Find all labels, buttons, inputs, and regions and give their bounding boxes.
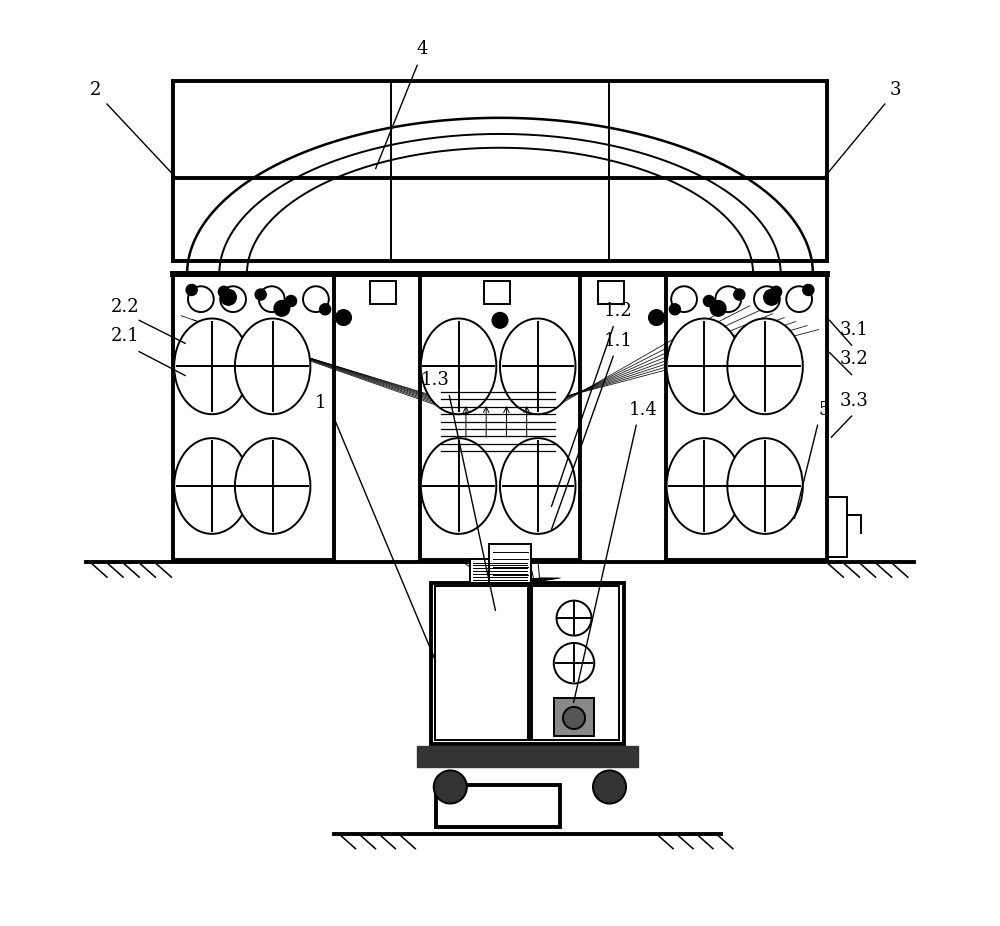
Bar <box>554 697 594 736</box>
Text: 1.3: 1.3 <box>421 371 450 389</box>
Bar <box>470 558 530 582</box>
Circle shape <box>218 286 229 297</box>
Text: 3.3: 3.3 <box>840 392 869 409</box>
Ellipse shape <box>667 319 742 414</box>
Circle shape <box>336 309 351 325</box>
Bar <box>435 586 532 740</box>
Ellipse shape <box>667 438 742 534</box>
Circle shape <box>259 286 285 312</box>
Bar <box>666 274 827 559</box>
Circle shape <box>188 286 214 312</box>
Bar <box>827 497 847 557</box>
Circle shape <box>754 286 780 312</box>
Circle shape <box>671 286 697 312</box>
Ellipse shape <box>235 438 310 534</box>
Circle shape <box>669 304 680 315</box>
Bar <box>370 281 396 304</box>
Circle shape <box>255 289 266 300</box>
Circle shape <box>186 284 197 295</box>
Circle shape <box>557 601 591 635</box>
Circle shape <box>434 770 467 804</box>
Bar <box>431 582 624 744</box>
Text: 1.2: 1.2 <box>603 302 632 320</box>
Bar <box>436 785 560 827</box>
Text: 1.4: 1.4 <box>628 401 657 419</box>
Ellipse shape <box>421 438 496 534</box>
Ellipse shape <box>500 438 575 534</box>
Ellipse shape <box>500 319 575 414</box>
Circle shape <box>320 304 331 315</box>
Bar <box>420 274 580 559</box>
Circle shape <box>563 707 585 729</box>
Text: 4: 4 <box>416 40 427 58</box>
Circle shape <box>710 301 726 316</box>
Circle shape <box>492 312 508 328</box>
Ellipse shape <box>174 438 250 534</box>
Text: 3.2: 3.2 <box>840 350 869 369</box>
Bar <box>173 274 334 559</box>
Bar <box>484 281 510 304</box>
Ellipse shape <box>235 319 310 414</box>
Circle shape <box>649 309 664 325</box>
Text: 3.1: 3.1 <box>840 320 869 339</box>
Bar <box>489 544 531 582</box>
Bar <box>173 81 827 260</box>
Ellipse shape <box>421 319 496 414</box>
Text: 1.1: 1.1 <box>603 332 632 350</box>
Circle shape <box>220 286 246 312</box>
Circle shape <box>303 286 329 312</box>
Circle shape <box>274 301 290 316</box>
Text: 2: 2 <box>89 81 101 99</box>
Circle shape <box>764 290 779 306</box>
Circle shape <box>771 286 782 297</box>
Ellipse shape <box>174 319 250 414</box>
Text: 1: 1 <box>315 394 326 412</box>
Text: 2.1: 2.1 <box>111 327 140 345</box>
Circle shape <box>786 286 812 312</box>
Text: 2.2: 2.2 <box>111 298 140 316</box>
Bar <box>598 281 624 304</box>
Circle shape <box>803 284 814 295</box>
Ellipse shape <box>727 438 803 534</box>
Circle shape <box>221 290 236 306</box>
Circle shape <box>734 289 745 300</box>
Circle shape <box>554 643 594 683</box>
Circle shape <box>715 286 741 312</box>
Circle shape <box>703 295 714 307</box>
Text: 3: 3 <box>890 81 902 99</box>
Ellipse shape <box>727 319 803 414</box>
Text: 5: 5 <box>818 401 830 419</box>
Bar <box>528 586 619 740</box>
Circle shape <box>593 770 626 804</box>
Circle shape <box>286 295 297 307</box>
